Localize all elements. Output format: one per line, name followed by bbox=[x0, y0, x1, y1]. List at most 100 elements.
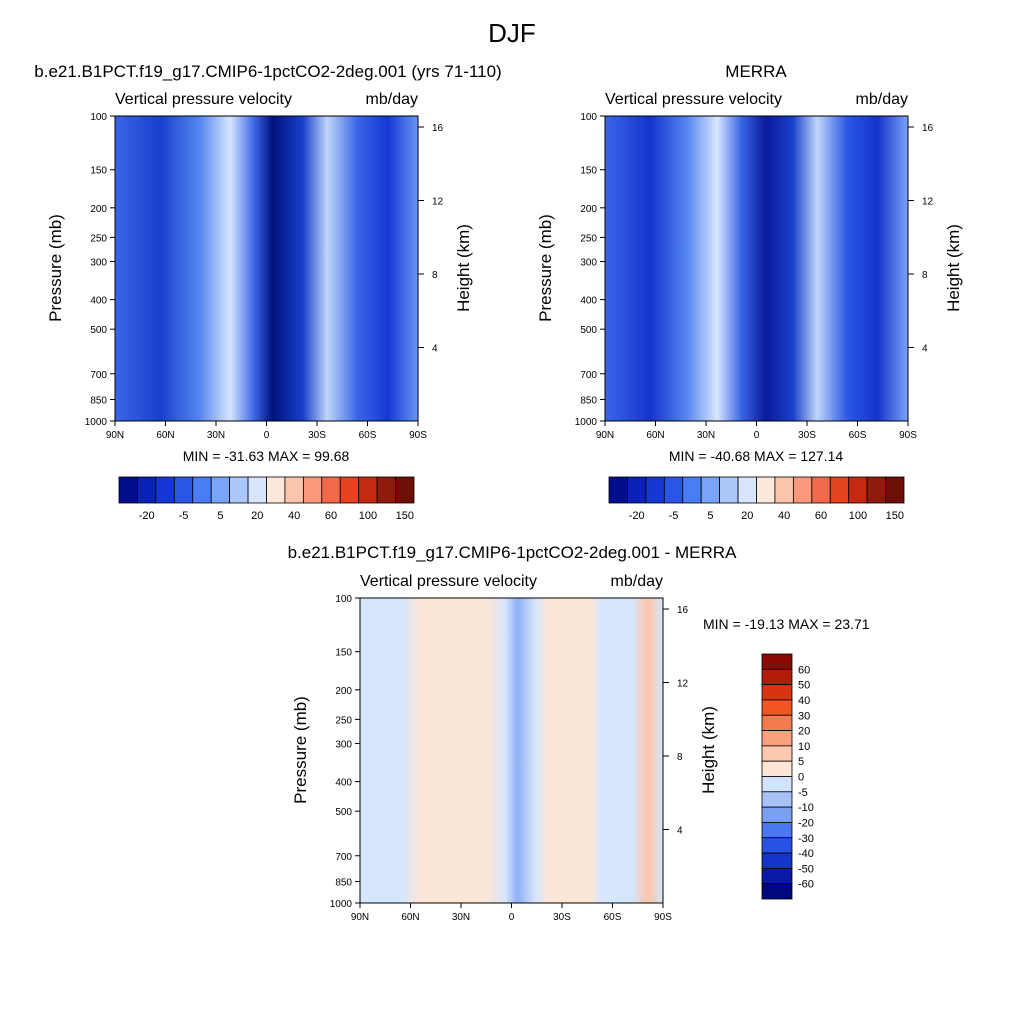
panel3-chart: Vertical pressure velocity mb/day 100150… bbox=[291, 573, 870, 923]
y-tick-label: 1000 bbox=[575, 417, 598, 428]
colorbar-label: 60 bbox=[798, 664, 810, 676]
colorbar-swatch bbox=[663, 476, 684, 504]
panel3-ylabel: Pressure (mb) bbox=[291, 696, 310, 804]
panel3-field bbox=[360, 598, 663, 903]
y-right-tick-label: 4 bbox=[922, 344, 928, 355]
y-tick-label: 300 bbox=[580, 258, 597, 269]
y-tick-label: 150 bbox=[335, 648, 352, 659]
y-tick-label: 700 bbox=[335, 852, 352, 863]
y-tick-label: 500 bbox=[580, 325, 597, 336]
colorbar-label: 20 bbox=[251, 510, 263, 522]
colorbar-swatch bbox=[761, 699, 793, 716]
colorbar-label: 0 bbox=[798, 772, 804, 784]
colorbar-swatch bbox=[761, 837, 793, 854]
colorbar-swatch bbox=[829, 476, 850, 504]
colorbar-label: -5 bbox=[179, 510, 189, 522]
x-tick-label: 30N bbox=[207, 430, 225, 441]
x-tick-label: 60N bbox=[646, 430, 664, 441]
panel2-field bbox=[605, 116, 908, 421]
panel2-stats: MIN = -40.68 MAX = 127.14 bbox=[669, 448, 844, 464]
x-tick-label: 30N bbox=[697, 430, 715, 441]
x-tick-label: 0 bbox=[264, 430, 270, 441]
y-tick-label: 500 bbox=[90, 325, 107, 336]
y-tick-label: 700 bbox=[580, 370, 597, 381]
colorbar-label: -10 bbox=[798, 802, 814, 814]
colorbar-label: 150 bbox=[886, 510, 904, 522]
x-tick-label: 90S bbox=[899, 430, 917, 441]
y-right-tick-label: 4 bbox=[677, 826, 683, 837]
colorbar-swatch bbox=[885, 476, 905, 504]
colorbar-label: 5 bbox=[217, 510, 223, 522]
colorbar-label: -50 bbox=[798, 863, 814, 875]
y-tick-label: 200 bbox=[90, 204, 107, 215]
x-tick-label: 30S bbox=[553, 912, 571, 923]
colorbar-label: -5 bbox=[669, 510, 679, 522]
y-tick-label: 400 bbox=[335, 778, 352, 789]
panel2-title: MERRA bbox=[725, 62, 787, 81]
colorbar-swatch bbox=[774, 476, 794, 504]
colorbar-label: 10 bbox=[798, 741, 810, 753]
panel2-subtitles: Vertical pressure velocity mb/day bbox=[605, 91, 908, 108]
y-tick-label: 300 bbox=[90, 258, 107, 269]
panel1-field bbox=[115, 116, 418, 421]
y-right-tick-label: 8 bbox=[677, 752, 683, 763]
y-tick-label: 200 bbox=[580, 204, 597, 215]
y-tick-label: 850 bbox=[335, 877, 352, 888]
colorbar-swatch bbox=[229, 476, 249, 504]
colorbar-swatch bbox=[645, 476, 665, 504]
panel2-chart: Vertical pressure velocity mb/day 100 150… bbox=[536, 91, 963, 522]
y-tick-label: 100 bbox=[335, 594, 352, 605]
colorbar-label: -5 bbox=[798, 787, 808, 799]
y-tick-label: 500 bbox=[335, 807, 352, 818]
colorbar-swatch bbox=[848, 476, 868, 504]
colorbar-swatch bbox=[321, 476, 341, 504]
colorbar-swatch bbox=[358, 476, 378, 504]
panel2-ylabel: Pressure (mb) bbox=[536, 214, 555, 322]
colorbar-swatch bbox=[302, 476, 323, 504]
x-tick-label: 90S bbox=[654, 912, 672, 923]
y-tick-label: 250 bbox=[90, 233, 107, 244]
x-tick-label: 90N bbox=[596, 430, 614, 441]
y-tick-label: 200 bbox=[335, 686, 352, 697]
panel1-subtitle-right: mb/day bbox=[366, 91, 418, 108]
panel3-ylabel-right: Height (km) bbox=[699, 706, 718, 794]
colorbar-label: 150 bbox=[396, 510, 414, 522]
colorbar-label: 20 bbox=[798, 726, 810, 738]
panel1-title: b.e21.B1PCT.f19_g17.CMIP6-1pctCO2-2deg.0… bbox=[34, 62, 502, 81]
colorbar-label: 5 bbox=[798, 756, 804, 768]
colorbar-swatch bbox=[761, 883, 793, 900]
panel1-ylabel-right: Height (km) bbox=[454, 224, 473, 312]
colorbar-label: 5 bbox=[707, 510, 713, 522]
colorbar-label: -40 bbox=[798, 848, 814, 860]
panel3-title: b.e21.B1PCT.f19_g17.CMIP6-1pctCO2-2deg.0… bbox=[287, 543, 737, 562]
colorbar-swatch bbox=[761, 806, 793, 823]
colorbar-swatch bbox=[761, 776, 793, 793]
colorbar-swatch bbox=[792, 476, 813, 504]
colorbar-swatch bbox=[266, 476, 286, 504]
y-tick-label: 1000 bbox=[85, 417, 108, 428]
colorbar-swatch bbox=[761, 791, 793, 808]
colorbar-label: 60 bbox=[325, 510, 337, 522]
colorbar-swatch bbox=[284, 476, 304, 504]
y-tick-label: 250 bbox=[335, 715, 352, 726]
x-tick-label: 60S bbox=[849, 430, 867, 441]
colorbar-label: -20 bbox=[629, 510, 645, 522]
x-tick-label: 30N bbox=[452, 912, 470, 923]
panel2-ylabel-right: Height (km) bbox=[944, 224, 963, 312]
colorbar-swatch bbox=[761, 822, 793, 839]
panel2-subtitle-left: Vertical pressure velocity bbox=[605, 91, 782, 108]
panel1-subtitle-left: Vertical pressure velocity bbox=[115, 91, 292, 108]
colorbar-swatch bbox=[192, 476, 212, 504]
y-right-tick-label: 8 bbox=[432, 270, 438, 281]
panel1-stats: MIN = -31.63 MAX = 99.68 bbox=[183, 448, 350, 464]
y-tick-label: 1000 bbox=[330, 899, 353, 910]
colorbar-swatch bbox=[137, 476, 157, 504]
x-tick-label: 90S bbox=[409, 430, 427, 441]
y-tick-label: 400 bbox=[90, 296, 107, 307]
colorbar-swatch bbox=[719, 476, 739, 504]
colorbar-label: 100 bbox=[849, 510, 867, 522]
panel1-chart: Vertical pressure velocity mb/day 100 150… bbox=[46, 91, 473, 522]
x-tick-label: 30S bbox=[798, 430, 816, 441]
y-right-tick-label: 12 bbox=[432, 197, 444, 208]
y-tick-label: 700 bbox=[90, 370, 107, 381]
